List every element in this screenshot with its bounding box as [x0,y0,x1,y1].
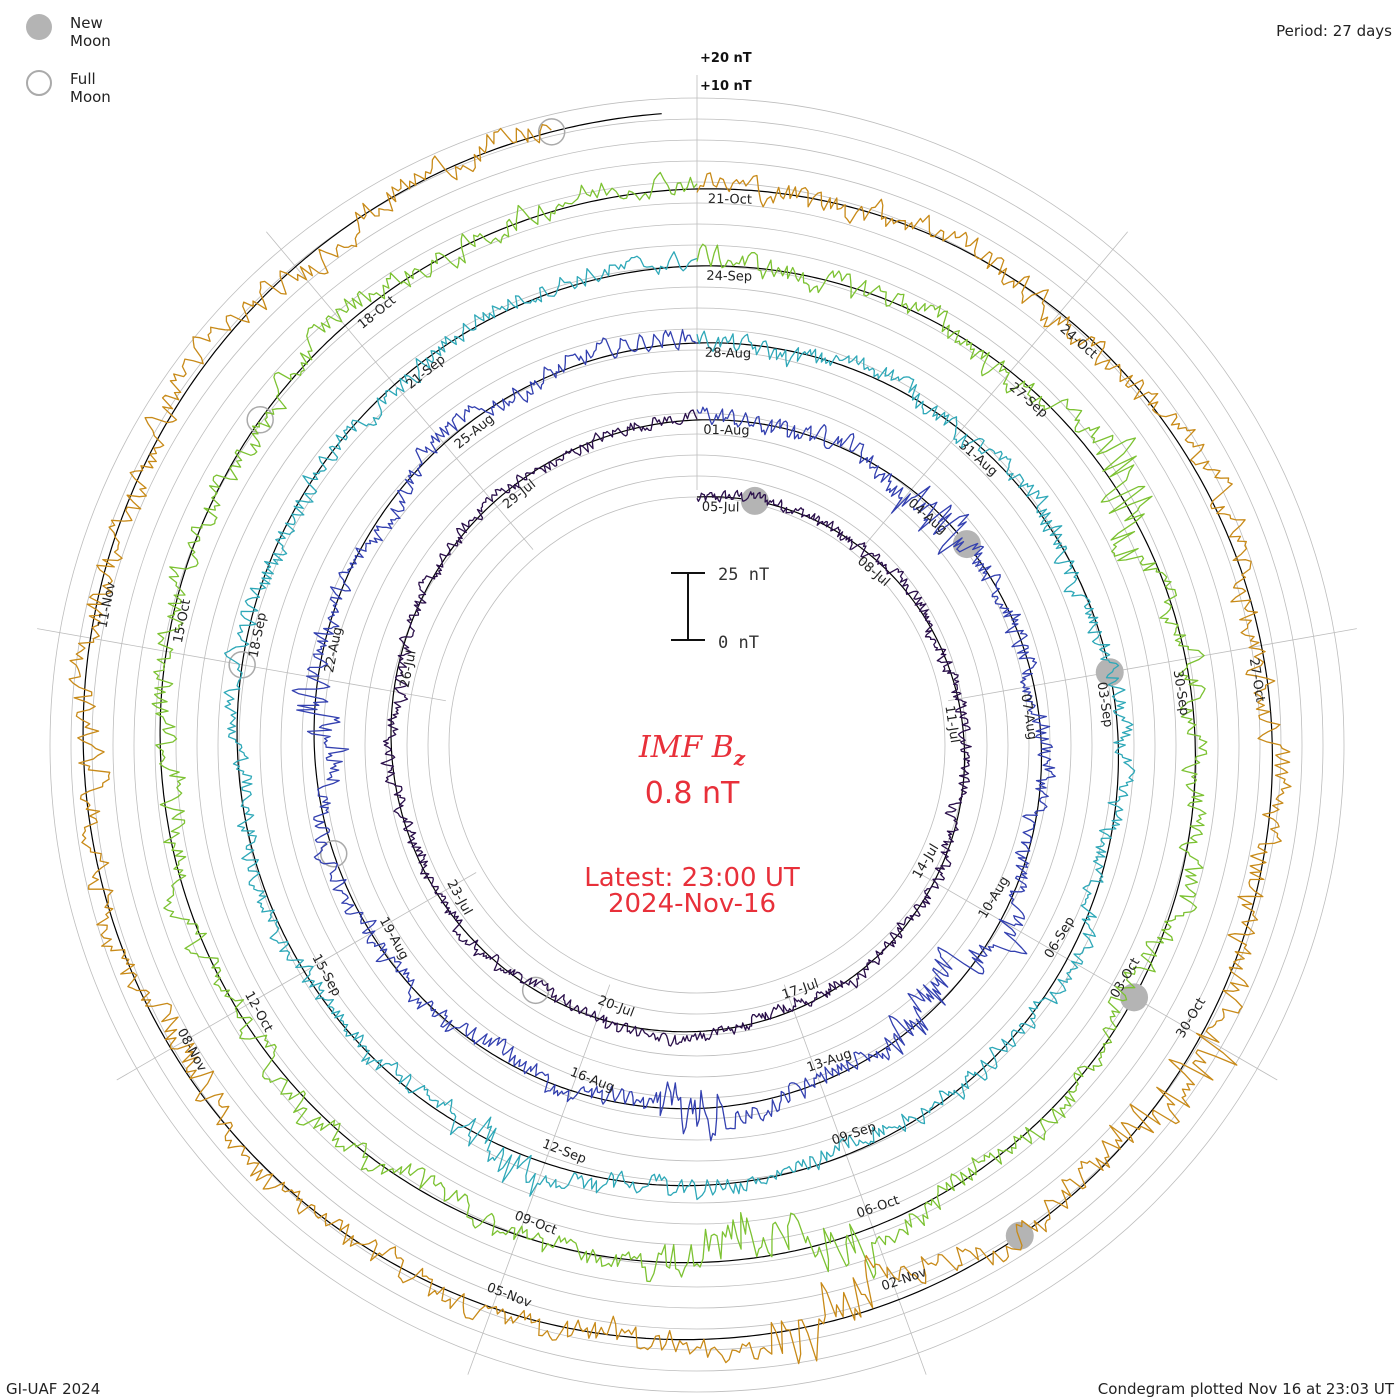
grid-spoke [116,872,477,1081]
date-label: 12-Oct [241,989,275,1035]
date-label: 21-Oct [708,192,752,208]
scale-label-plus20: +20 nT [700,51,752,66]
date-label: 13-Aug [805,1046,854,1075]
center-title-subscript: z [733,746,746,770]
grid-spoke [467,984,611,1375]
center-title-main: IMF B [638,730,734,765]
full-moon-icon [26,70,52,96]
grid-spoke [917,872,1278,1081]
series-traces [68,124,1292,1365]
date-label: 29-Jul [500,477,539,512]
legend-full-moon-label: Full Moon [70,70,111,106]
full-moon-marker-icon [228,651,256,679]
date-label: 08-Nov [174,1026,210,1074]
date-label: 03-Sep [1094,681,1116,729]
center-date: 2024-Nov-16 [608,889,776,919]
series-line-2 [291,329,1056,1142]
date-label: 18-Sep [247,611,271,659]
date-label: 27-Oct [1246,657,1268,703]
date-label: 05-Jul [702,500,740,516]
date-label: 30-Sep [1170,669,1192,717]
date-label: 19-Aug [376,915,412,963]
scale-bar-top-label: 25 nT [718,565,769,585]
full-moon-marker-icon [537,118,566,146]
date-label: 11-Nov [95,580,119,629]
date-label: 01-Aug [703,423,750,439]
date-label: 30-Oct [1174,995,1210,1040]
new-moon-marker-icon [740,486,769,515]
scale-bar-bottom-label: 0 nT [718,633,759,653]
center-value: 0.8 nT [645,776,740,811]
date-label: 12-Sep [540,1137,588,1167]
grid-spoke [266,231,534,550]
date-label: 26-Jul [398,649,420,689]
date-label: 22-Aug [322,626,346,674]
series-line-1 [380,409,972,1047]
new-moon-icon [26,14,52,40]
date-label: 15-Sep [308,952,343,999]
date-label: 24-Sep [706,269,752,285]
center-latest: Latest: 23:00 UT [584,863,800,893]
plotted-timestamp: Condegram plotted Nov 16 at 23:03 UT [1097,1380,1394,1398]
date-label: 25-Aug [452,412,497,453]
grid-spoke [783,984,927,1375]
period-label: Period: 27 days [1276,22,1392,40]
grid-spoke [948,628,1357,702]
date-label: 28-Aug [705,346,752,362]
date-label: 05-Nov [485,1280,534,1311]
credit-label: GI-UAF 2024 [6,1380,101,1398]
center-title: IMF Bz [638,730,746,770]
full-moon-marker-icon [319,840,348,868]
full-moon-marker-icon [246,406,274,434]
series-line-4 [151,171,1208,1283]
scale-bar: 25 nT 0 nT [671,565,769,653]
center-readout: IMF Bz 0.8 nT Latest: 23:00 UT 2024-Nov-… [584,730,800,919]
series-line-3 [223,251,1136,1201]
series-line-5 [68,124,1292,1365]
scale-label-plus10: +10 nT [700,79,752,94]
date-label: 08-Jul [854,554,892,590]
grid-spoke [860,231,1128,550]
grid-spoke [37,628,446,702]
grid-spokes [37,75,1357,1375]
new-moon-marker-icon [1005,1221,1034,1250]
date-label: 07-Aug [1017,693,1039,741]
legend-new-moon-label: New Moon [70,14,111,50]
new-moon-marker-icon [1120,983,1149,1012]
date-label: 11-Jul [941,705,962,745]
